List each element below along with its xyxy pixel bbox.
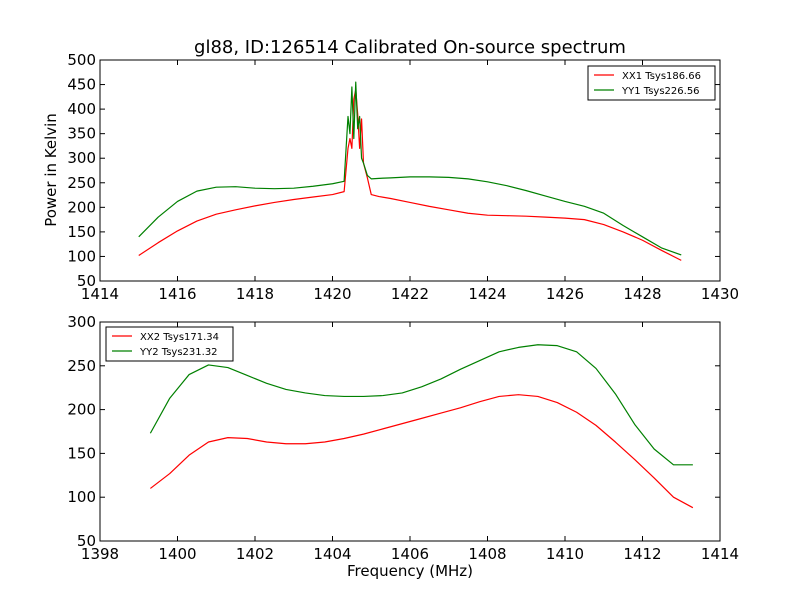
x-tick-label: 1430	[701, 285, 739, 303]
legend: XX1 Tsys186.66 YY1 Tsys226.56	[587, 65, 716, 101]
x-tick-label: 1428	[623, 285, 661, 303]
y-tick-label: 300	[67, 149, 96, 167]
legend-box	[105, 326, 234, 362]
x-axis-label: Frequency (MHz)	[347, 562, 473, 580]
x-tick-label: 1420	[313, 285, 351, 303]
y-tick-label: 100	[67, 488, 96, 506]
x-tick-label: 1424	[468, 285, 506, 303]
legend-label: YY1 Tsys226.56	[621, 86, 700, 97]
legend-label: XX2 Tsys171.34	[140, 332, 219, 343]
y-tick-label: 50	[77, 532, 96, 550]
x-tick-label: 1422	[391, 285, 429, 303]
x-tick-label: 1426	[546, 285, 584, 303]
series-line-xx2	[150, 394, 694, 509]
y-tick-label: 350	[67, 125, 96, 143]
y-tick-label: 50	[77, 272, 96, 290]
x-tick-label: 1400	[158, 545, 196, 563]
x-tick-label: 1410	[546, 545, 584, 563]
bottom-panel: 1398 1400 1402 1404 1406 1408 1410 1412 1414 50 10…	[67, 313, 739, 563]
x-tick-label: 1414	[81, 285, 119, 303]
y-tick-label: 150	[67, 223, 96, 241]
top-panel: 1414 1416 1418 1420 1422 1424 1426 1428 1430 50 10…	[67, 51, 739, 303]
legend-label: YY2 Tsys231.32	[139, 347, 218, 358]
legend: XX2 Tsys171.34 YY2 Tsys231.32	[105, 326, 234, 362]
x-tick-label: 1416	[158, 285, 196, 303]
y-tick-label: 100	[67, 247, 96, 265]
x-tick-label: 1398	[81, 545, 119, 563]
y-tick-label: 150	[67, 444, 96, 462]
legend-label: XX1 Tsys186.66	[622, 71, 701, 82]
series-line-yy2	[149, 344, 693, 466]
x-tick-label: 1414	[701, 545, 739, 563]
y-tick-label: 400	[67, 100, 96, 118]
y-tick-label: 450	[67, 76, 96, 94]
y-tick-label: 500	[67, 51, 96, 69]
x-tick-label: 1418	[236, 285, 274, 303]
y-tick-label: 200	[67, 198, 96, 216]
series-line-yy1	[138, 81, 682, 256]
x-tick-label: 1412	[623, 545, 661, 563]
y-tick-label: 250	[67, 357, 96, 375]
y-tick-label: 200	[67, 401, 96, 419]
chart-title: gl88, ID:126514 Calibrated On-source spe…	[194, 37, 626, 58]
legend-box	[587, 65, 716, 101]
x-tick-label: 1402	[236, 545, 274, 563]
y-axis-label: Power in Kelvin	[42, 113, 60, 227]
series-line-xx1	[138, 88, 682, 261]
x-tick-label: 1404	[313, 545, 351, 563]
x-tick-label: 1406	[391, 545, 429, 563]
y-tick-label: 250	[67, 174, 96, 192]
x-tick-label: 1408	[468, 545, 506, 563]
y-tick-label: 300	[67, 313, 96, 331]
